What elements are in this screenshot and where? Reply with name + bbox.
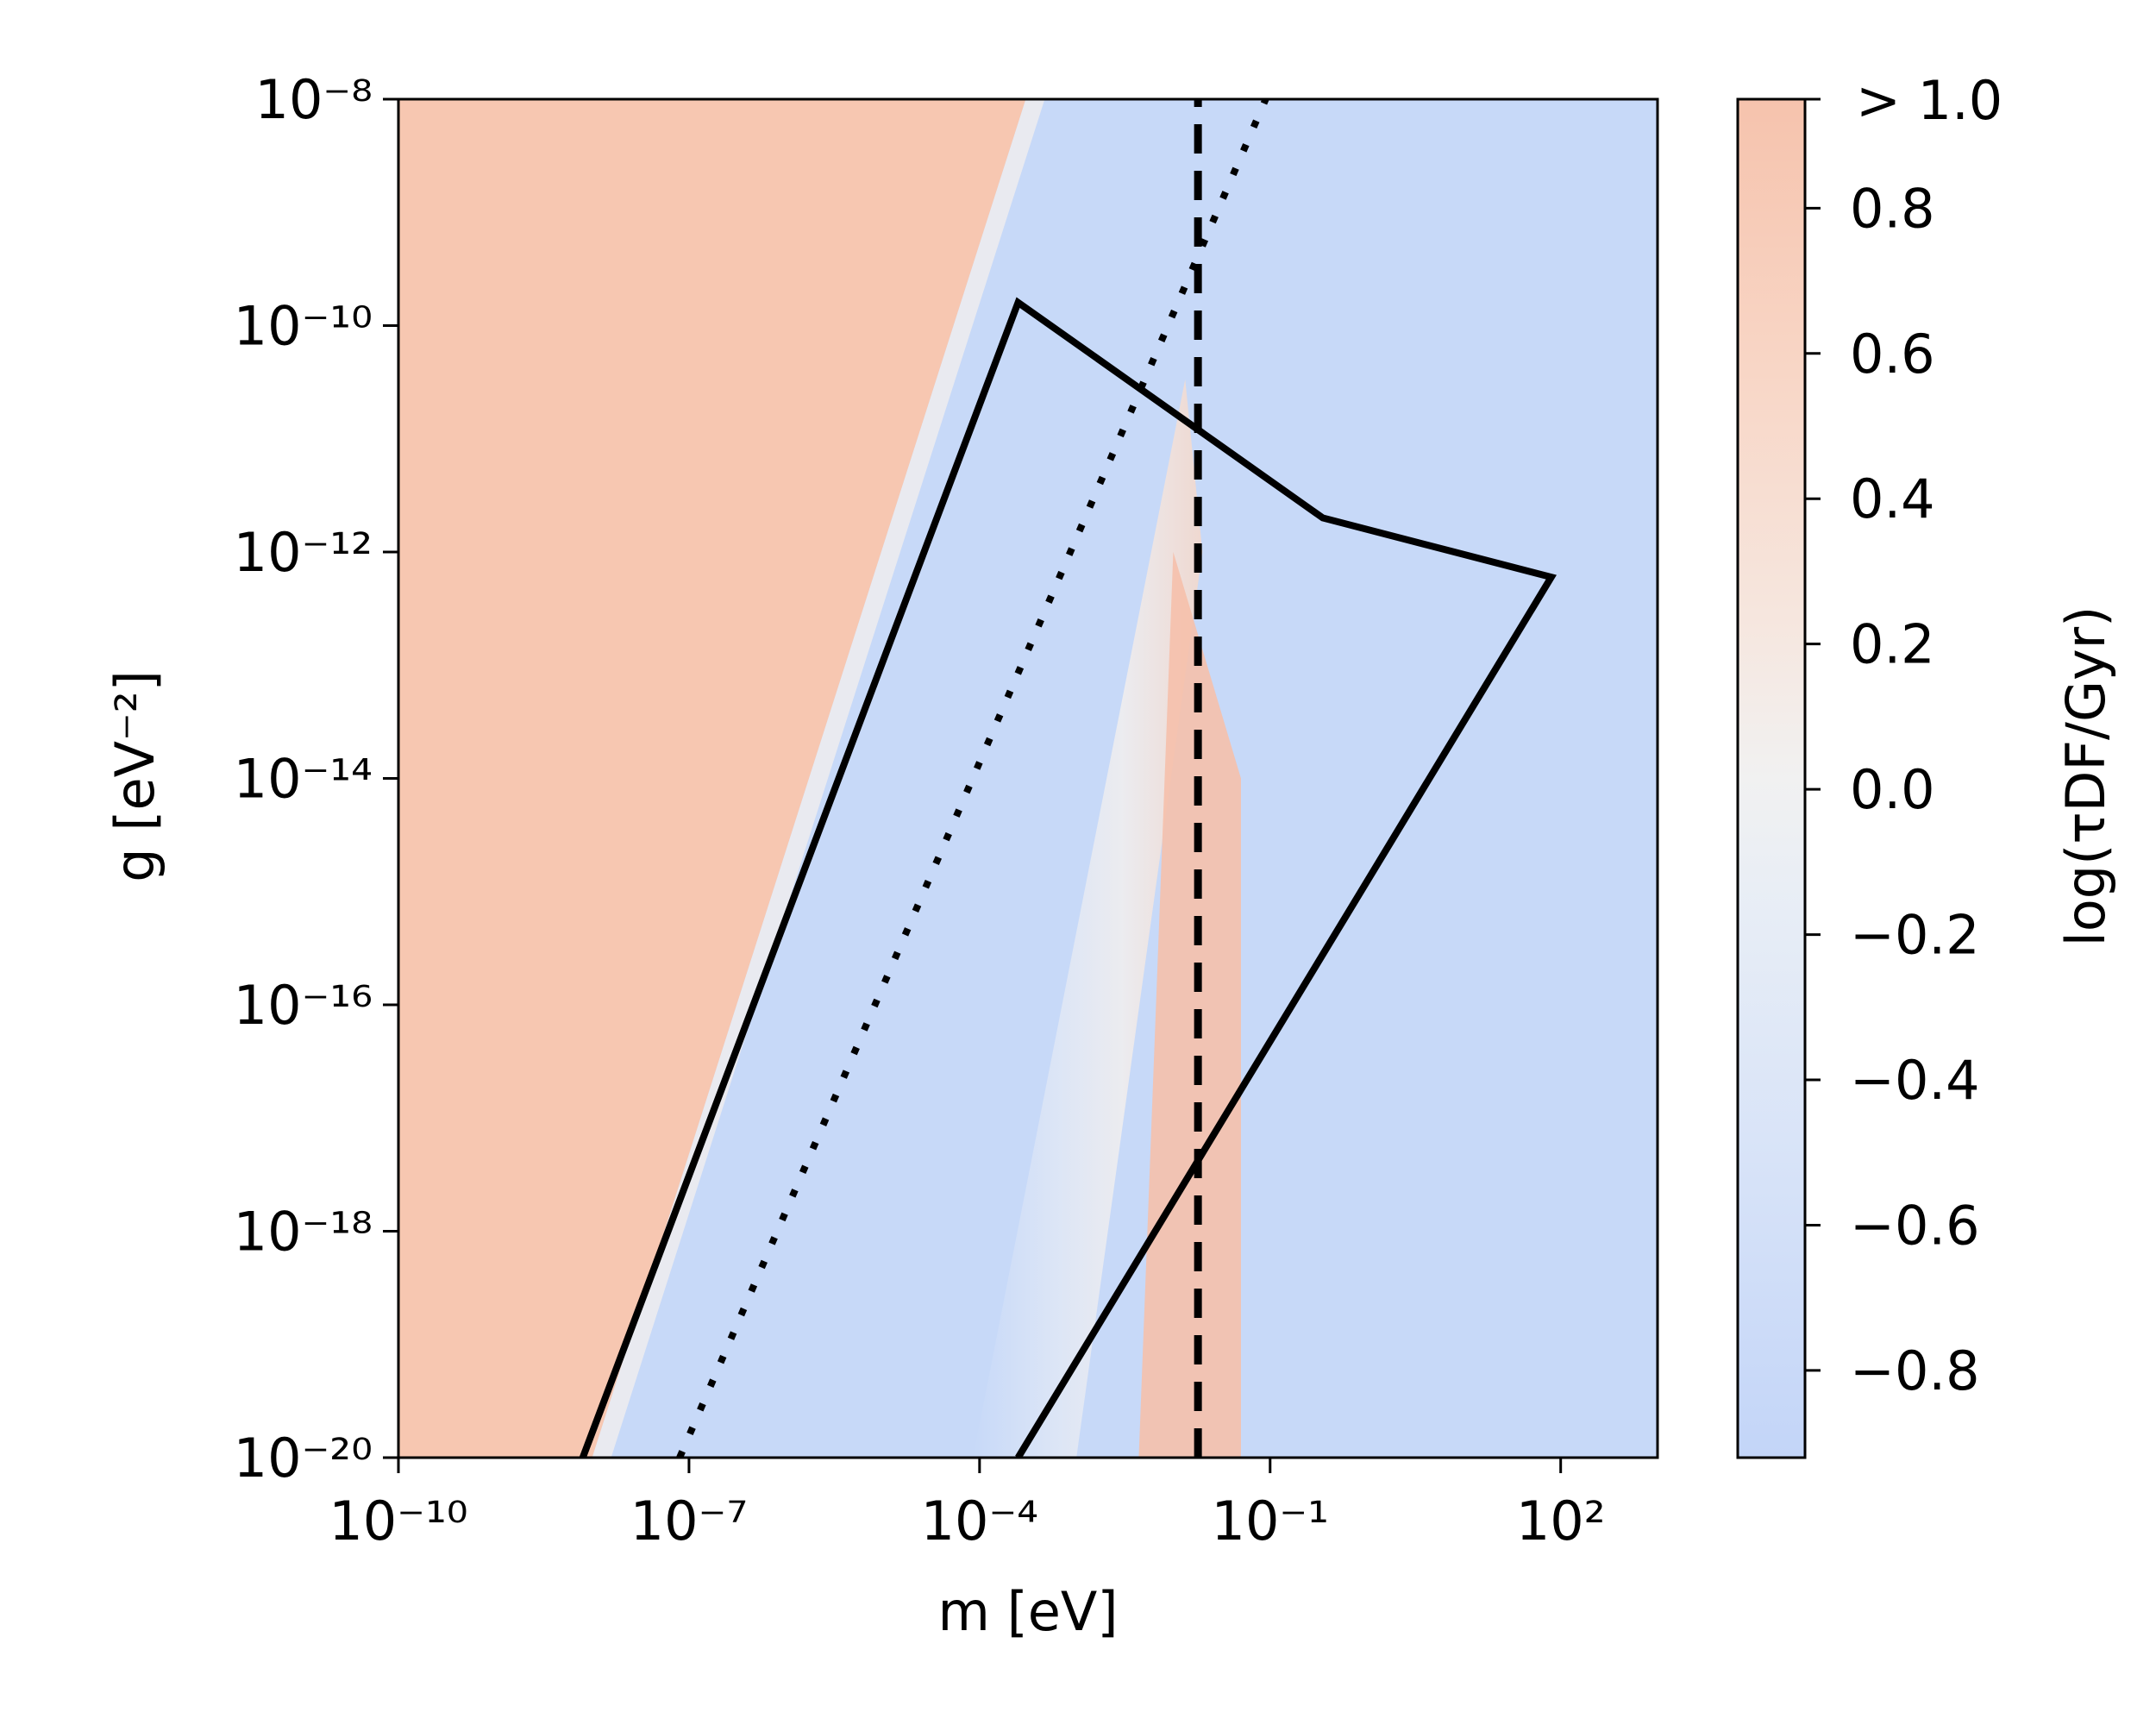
colorbar-gradient [1736, 97, 1807, 1459]
colorbar-label: log(τDF/Gyr) [2054, 606, 2117, 947]
y-tick-label: 10⁻¹⁴ [234, 748, 373, 811]
y-tick-label: 10⁻⁸ [255, 68, 373, 131]
colorbar-tick-label: −0.6 [1850, 1194, 1980, 1257]
y-tick-label: 10⁻²⁰ [234, 1427, 373, 1490]
colorbar-tick-label: 0.0 [1850, 758, 1935, 821]
colorbar: −0.8 −0.6 −0.4 −0.2 0.0 0.2 0.4 0.6 0.8 > 1.0 lo… [1736, 69, 2117, 1459]
y-tick-label: 10⁻¹⁶ [234, 974, 373, 1037]
colorbar-tick-label: 0.6 [1850, 323, 1935, 386]
heatmap-edge-band [592, 99, 1045, 1458]
heatmap-hot-strip [1138, 552, 1241, 1458]
x-tick-label: 10⁻⁴ [921, 1490, 1038, 1552]
colorbar-tick-label: −0.2 [1850, 904, 1980, 967]
colorbar-ticks: −0.8 −0.6 −0.4 −0.2 0.0 0.2 0.4 0.6 0.8 [1805, 97, 1980, 1402]
colorbar-tick-label: 0.4 [1850, 467, 1935, 530]
colorbar-tick-label: −0.4 [1850, 1049, 1980, 1112]
x-tick-label: 10⁻¹⁰ [329, 1490, 467, 1552]
x-tick-label: 10⁻⁷ [630, 1490, 748, 1552]
y-axis-label: g [eV⁻²] [103, 670, 166, 882]
heatmap-transition-band [973, 380, 1203, 1458]
solid-boundary-polygon [579, 297, 1557, 1458]
colorbar-tick-label: −0.8 [1850, 1339, 1980, 1402]
y-tick-label: 10⁻¹² [234, 521, 373, 584]
colorbar-tick-label: 0.2 [1850, 613, 1935, 676]
y-tick-label: 10⁻¹⁸ [234, 1201, 373, 1264]
colorbar-tick-label: 0.8 [1850, 177, 1935, 240]
overlay-lines [579, 99, 1557, 1458]
x-axis: 10⁻¹⁰ 10⁻⁷ 10⁻⁴ 10⁻¹ 10² [329, 1458, 1606, 1552]
y-axis: 10⁻²⁰ 10⁻¹⁸ 10⁻¹⁶ 10⁻¹⁴ 10⁻¹² 10⁻¹⁰ 10⁻⁸ [234, 68, 398, 1490]
heatmap-plot [398, 99, 1658, 1458]
x-tick-label: 10² [1516, 1490, 1606, 1552]
heatmap-saturated-region [398, 99, 1026, 1458]
y-tick-label: 10⁻¹⁰ [234, 295, 373, 358]
x-tick-label: 10⁻¹ [1212, 1490, 1329, 1552]
colorbar-top-label: > 1.0 [1856, 69, 2002, 132]
x-axis-label: m [eV] [937, 1580, 1118, 1643]
